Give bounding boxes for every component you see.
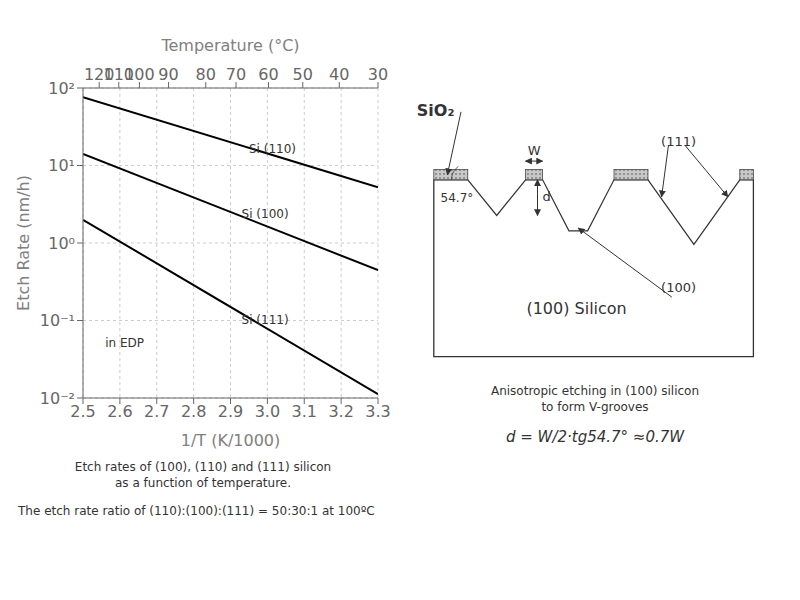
svg-text:110: 110 — [103, 65, 134, 84]
svg-text:2.9: 2.9 — [218, 402, 243, 421]
svg-text:50: 50 — [293, 65, 313, 84]
svg-text:10⁰: 10⁰ — [48, 234, 75, 253]
svg-text:3.0: 3.0 — [255, 402, 280, 421]
svg-text:(100) Silicon: (100) Silicon — [526, 299, 626, 318]
svg-text:1/T (K/1000): 1/T (K/1000) — [181, 431, 281, 450]
svg-text:Si (110): Si (110) — [249, 142, 296, 156]
svg-text:60: 60 — [258, 65, 278, 84]
svg-text:10¹: 10¹ — [48, 156, 75, 175]
svg-text:10²: 10² — [48, 79, 75, 98]
svg-text:120: 120 — [84, 65, 115, 84]
svg-text:2.8: 2.8 — [181, 402, 206, 421]
svg-text:W: W — [528, 143, 541, 158]
svg-text:(111): (111) — [661, 134, 696, 149]
html-text:Anisotropic etching in (100) s: Anisotropic etching in (100) silicon — [490, 384, 700, 398]
svg-text:Etch Rate (nm/h): Etch Rate (nm/h) — [14, 175, 33, 311]
svg-text:70: 70 — [226, 65, 246, 84]
svg-text:(100): (100) — [661, 280, 697, 296]
html-text:as a function of temperature.: as a function of temperature. — [115, 476, 291, 490]
svg-text:3.3: 3.3 — [365, 402, 390, 421]
svg-text:2.7: 2.7 — [144, 402, 169, 421]
svg-text:Temperature (°C): Temperature (°C) — [160, 36, 299, 55]
svg-text:d: d — [543, 189, 551, 204]
svg-text:10⁻²: 10⁻² — [40, 389, 75, 408]
html-text:Etch rates of (100), (110) and: Etch rates of (100), (110) and (111) sil… — [74, 460, 332, 474]
svg-text:SiO₂: SiO₂ — [417, 101, 455, 120]
svg-text:2.5: 2.5 — [70, 402, 96, 422]
svg-text:10⁻¹: 10⁻¹ — [40, 311, 75, 330]
html-text:d = W/2·tg54.7° ≈0.7W: d = W/2·tg54.7° ≈0.7W — [505, 428, 685, 446]
svg-text:90: 90 — [158, 65, 178, 84]
svg-text:2.6: 2.6 — [107, 402, 132, 421]
html-text:The etch rate ratio of (110):(: The etch rate ratio of (110):(100):(111)… — [18, 504, 375, 518]
svg-text:30: 30 — [368, 65, 388, 84]
svg-text:3.1: 3.1 — [292, 402, 317, 421]
svg-text:54.7°: 54.7° — [441, 191, 474, 205]
svg-text:in EDP: in EDP — [105, 336, 144, 350]
svg-text:100: 100 — [124, 65, 155, 84]
svg-text:Si (100): Si (100) — [242, 207, 289, 221]
svg-text:40: 40 — [329, 65, 349, 84]
svg-text:Si (111): Si (111) — [242, 313, 289, 327]
svg-text:80: 80 — [196, 65, 216, 84]
html-text:to form V-grooves: to form V-grooves — [541, 400, 649, 414]
svg-text:3.2: 3.2 — [328, 402, 353, 421]
